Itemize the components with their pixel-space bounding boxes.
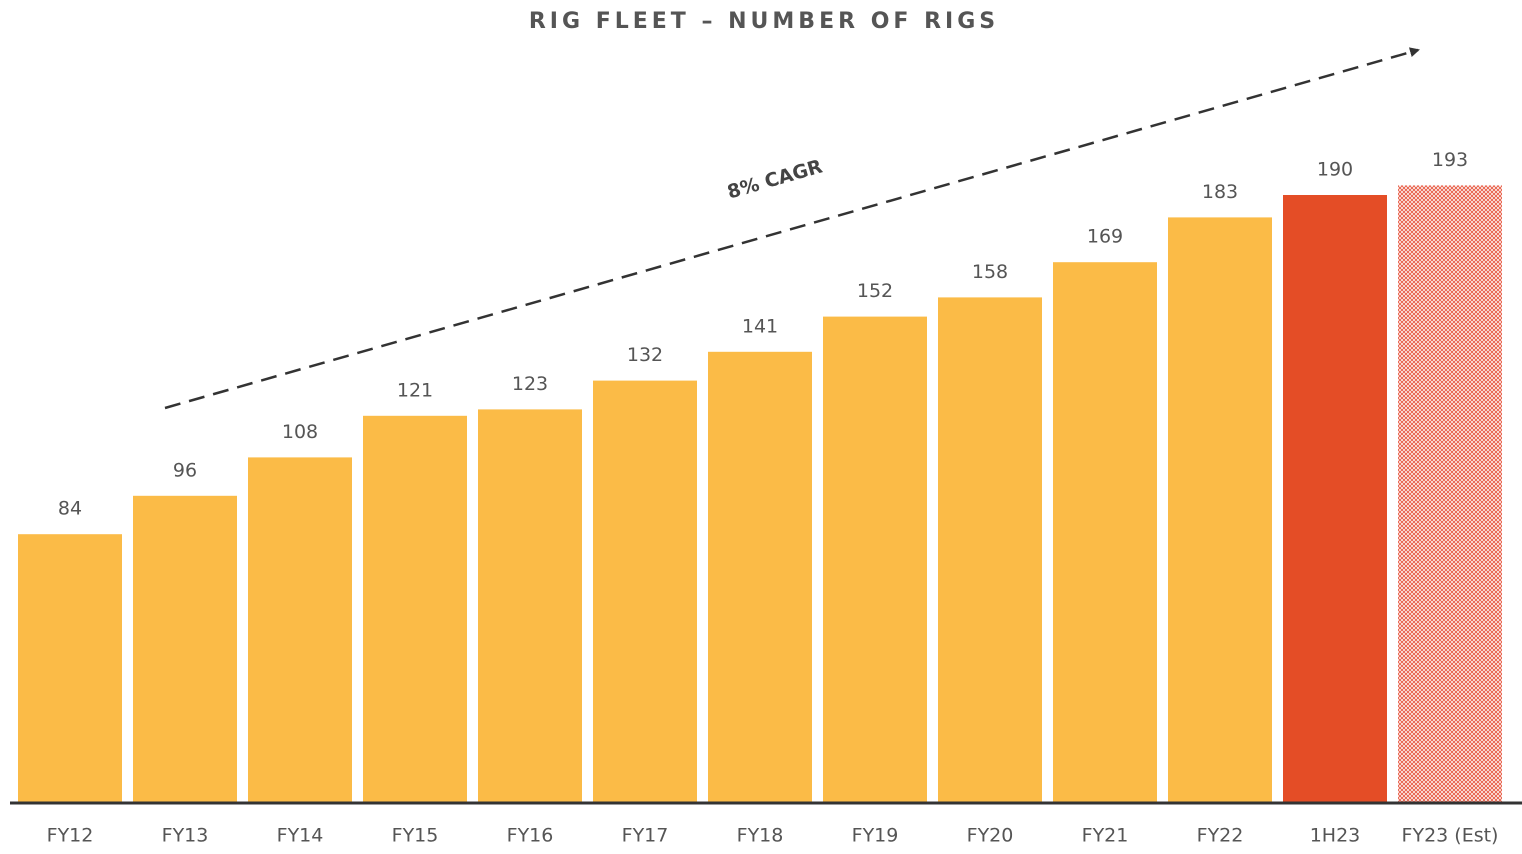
value-label: 84: [58, 498, 82, 520]
bar: [248, 457, 352, 803]
x-tick-label: FY15: [392, 825, 439, 847]
x-tick-label: FY17: [622, 825, 669, 847]
bar: [478, 409, 582, 803]
x-tick-label: FY16: [507, 825, 554, 847]
x-tick-label: FY12: [47, 825, 94, 847]
x-tick-label: FY22: [1197, 825, 1244, 847]
value-label: 169: [1087, 226, 1123, 248]
value-label: 108: [282, 421, 318, 443]
x-tick-label: FY21: [1082, 825, 1129, 847]
value-label: 158: [972, 261, 1008, 283]
value-label: 96: [173, 459, 197, 481]
value-label: 190: [1317, 159, 1353, 181]
bar: [363, 415, 467, 803]
bar: [938, 297, 1042, 803]
bar: [823, 316, 927, 803]
value-label: 193: [1432, 149, 1468, 171]
x-tick-label: FY14: [277, 825, 324, 847]
value-label: 141: [742, 315, 778, 337]
bar: [708, 351, 812, 803]
bar: [18, 534, 122, 803]
x-tick-label: FY18: [737, 825, 784, 847]
trend-arrow: [164, 47, 1420, 410]
bar: [1398, 185, 1502, 803]
bar: [1283, 195, 1387, 803]
x-tick-label: FY19: [852, 825, 899, 847]
value-label: 183: [1202, 181, 1238, 203]
bar: [593, 380, 697, 803]
value-label: 132: [627, 344, 663, 366]
value-label: 152: [857, 280, 893, 302]
bar: [1053, 262, 1157, 803]
x-tick-label: FY13: [162, 825, 209, 847]
x-tick-label: 1H23: [1310, 825, 1361, 847]
bar: [1168, 217, 1272, 803]
chart-title: RIG FLEET – NUMBER OF RIGS: [529, 9, 999, 34]
value-label: 121: [397, 379, 433, 401]
bar: [133, 495, 237, 803]
annotation: 8% CAGR: [725, 155, 825, 203]
x-tick-label: FY23 (Est): [1402, 825, 1499, 847]
x-tick-label: FY20: [967, 825, 1014, 847]
value-label: 123: [512, 373, 548, 395]
